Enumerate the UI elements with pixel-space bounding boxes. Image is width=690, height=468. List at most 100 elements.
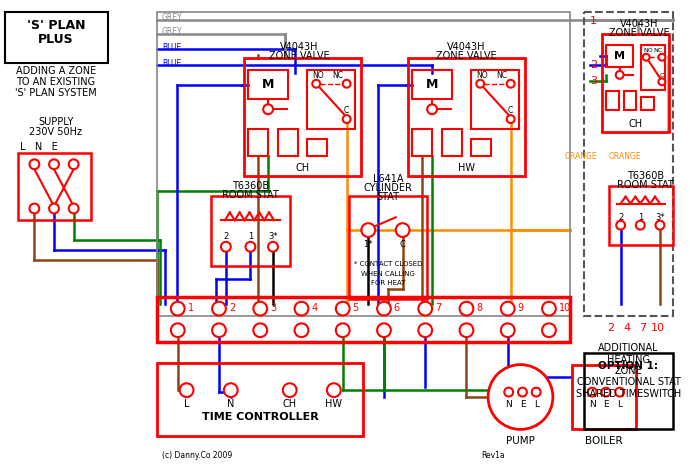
Text: CH: CH: [283, 399, 297, 409]
Text: V4043H: V4043H: [280, 43, 319, 52]
Text: NC: NC: [497, 72, 508, 80]
Text: ZONE VALVE: ZONE VALVE: [436, 51, 497, 61]
Text: 1: 1: [638, 213, 643, 222]
Text: NC: NC: [333, 72, 344, 80]
Circle shape: [506, 80, 515, 88]
Text: HW: HW: [326, 399, 342, 409]
Circle shape: [362, 223, 375, 237]
Text: L: L: [184, 399, 189, 409]
Text: 1*: 1*: [364, 240, 373, 249]
Circle shape: [313, 80, 320, 88]
Circle shape: [396, 223, 409, 237]
Circle shape: [602, 388, 611, 396]
Circle shape: [343, 115, 351, 123]
Bar: [244, 58, 362, 176]
Circle shape: [460, 323, 473, 337]
Bar: [157, 12, 569, 316]
Text: 230V 50Hz: 230V 50Hz: [30, 127, 83, 137]
Text: NO: NO: [643, 48, 653, 53]
Bar: [584, 353, 673, 430]
Text: 3*: 3*: [655, 213, 664, 222]
Text: 3: 3: [270, 303, 276, 313]
Text: 3: 3: [590, 76, 598, 86]
Circle shape: [171, 302, 185, 315]
Circle shape: [377, 323, 391, 337]
Circle shape: [221, 242, 230, 252]
Bar: [248, 70, 288, 100]
Bar: [584, 12, 673, 316]
Text: PUMP: PUMP: [506, 436, 535, 446]
Circle shape: [224, 383, 237, 397]
Bar: [278, 129, 297, 156]
Text: GREY: GREY: [162, 27, 183, 36]
Circle shape: [504, 388, 513, 396]
Circle shape: [327, 383, 341, 397]
Bar: [307, 70, 355, 129]
Circle shape: [615, 388, 624, 396]
Text: FOR HEAT: FOR HEAT: [371, 280, 405, 286]
Text: C: C: [344, 106, 349, 115]
Circle shape: [49, 160, 59, 169]
Text: 4: 4: [311, 303, 317, 313]
Text: N: N: [227, 399, 235, 409]
Text: 10: 10: [559, 303, 571, 313]
Text: C: C: [400, 240, 406, 249]
Text: TIME CONTROLLER: TIME CONTROLLER: [202, 412, 319, 422]
Text: GREY: GREY: [162, 14, 183, 22]
Text: BLUE: BLUE: [162, 43, 181, 52]
Text: N: N: [505, 400, 512, 410]
Bar: [18, 154, 91, 220]
Text: BLUE: BLUE: [162, 58, 181, 68]
Bar: [157, 297, 569, 342]
Text: 2: 2: [229, 303, 235, 313]
Text: E: E: [603, 400, 609, 410]
Circle shape: [295, 323, 308, 337]
Text: SHARED TIMESWITCH: SHARED TIMESWITCH: [576, 389, 681, 399]
Circle shape: [263, 104, 273, 114]
Text: ZONE: ZONE: [615, 366, 642, 376]
Text: 8: 8: [476, 303, 482, 313]
Text: L: L: [617, 400, 622, 410]
Text: T6360B: T6360B: [232, 181, 269, 191]
Bar: [442, 129, 462, 156]
Text: Rev1a: Rev1a: [481, 452, 505, 461]
Circle shape: [212, 302, 226, 315]
Text: L: L: [533, 400, 539, 410]
Text: ROOM STAT: ROOM STAT: [617, 180, 673, 190]
Circle shape: [69, 160, 79, 169]
Text: 9: 9: [518, 303, 524, 313]
Text: V4043H: V4043H: [620, 19, 658, 29]
Bar: [624, 91, 636, 110]
Text: ZONE VALVE: ZONE VALVE: [609, 28, 669, 38]
Text: ZONE VALVE: ZONE VALVE: [269, 51, 330, 61]
Bar: [5, 12, 108, 63]
Text: CH: CH: [629, 119, 642, 129]
Circle shape: [542, 302, 556, 315]
Text: 'S' PLAN SYSTEM: 'S' PLAN SYSTEM: [15, 88, 97, 98]
Circle shape: [336, 323, 350, 337]
Bar: [471, 139, 491, 156]
Circle shape: [212, 323, 226, 337]
Circle shape: [268, 242, 278, 252]
Text: ADDING A ZONE: ADDING A ZONE: [16, 66, 96, 76]
Circle shape: [427, 104, 437, 114]
Text: OPTION 1:: OPTION 1:: [598, 360, 658, 371]
Text: 1: 1: [248, 233, 253, 241]
Text: ROOM STAT: ROOM STAT: [222, 190, 279, 200]
Text: 2: 2: [590, 60, 598, 70]
Text: ORANGE: ORANGE: [609, 152, 642, 161]
Text: C: C: [660, 73, 664, 79]
Bar: [413, 70, 452, 100]
Text: NO: NO: [313, 72, 324, 80]
Circle shape: [518, 388, 527, 396]
Text: NO: NO: [476, 72, 488, 80]
Bar: [408, 58, 525, 176]
Circle shape: [643, 54, 649, 61]
Circle shape: [418, 323, 432, 337]
Circle shape: [476, 80, 484, 88]
Circle shape: [506, 115, 515, 123]
Text: ORANGE: ORANGE: [564, 152, 598, 161]
Circle shape: [69, 204, 79, 213]
Circle shape: [656, 221, 664, 230]
Circle shape: [336, 302, 350, 315]
